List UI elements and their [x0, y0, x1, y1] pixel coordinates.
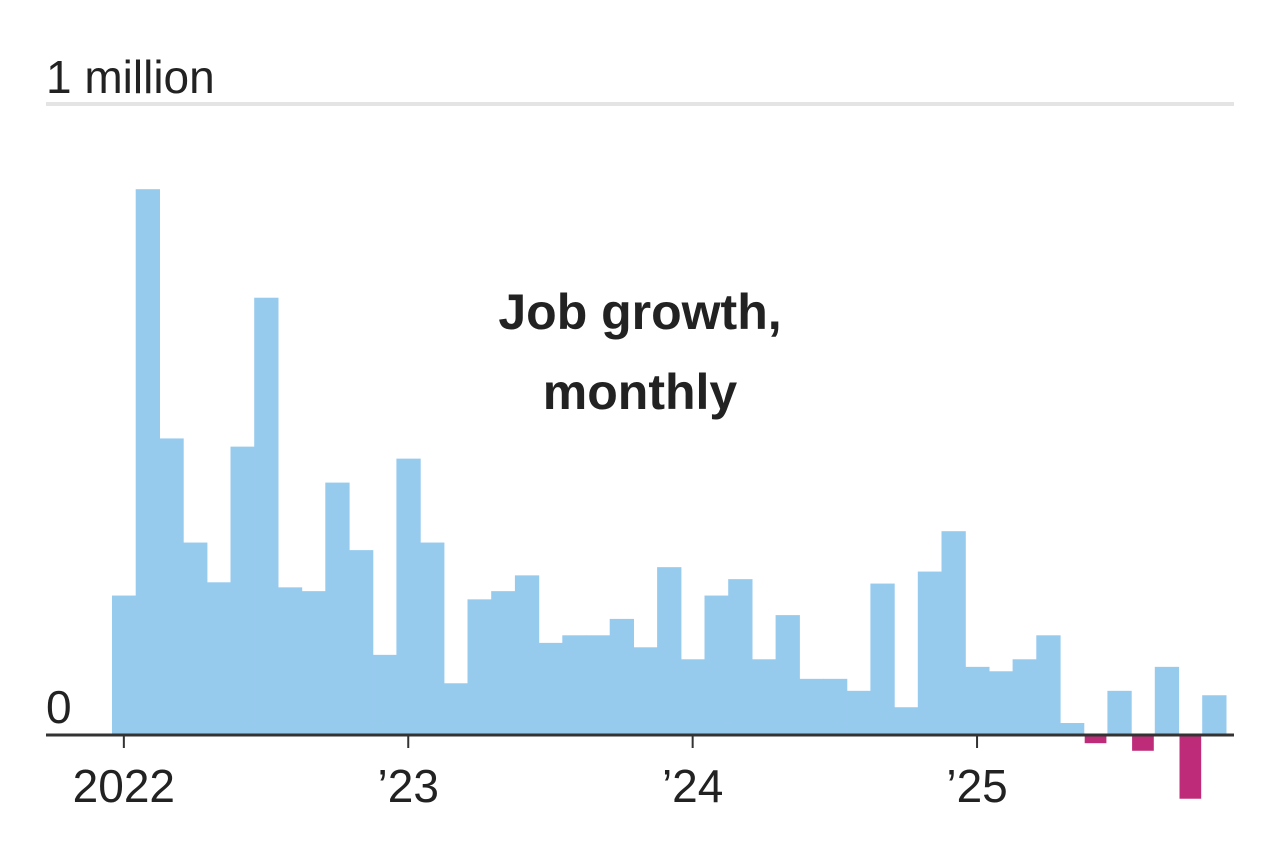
bar-2025-06 [1084, 735, 1107, 744]
bar-2023-05 [491, 591, 516, 735]
bar-2025-01 [965, 666, 990, 735]
bar-2025-02 [988, 671, 1014, 735]
x-tick-label: ’24 [662, 760, 723, 812]
bar-2023-11 [633, 647, 658, 735]
bar-2022-08 [277, 587, 303, 735]
bar-2025-11 [1202, 695, 1227, 735]
bar-2024-07 [823, 678, 848, 735]
bar-2024-10 [894, 707, 919, 735]
bar-2025-07 [1107, 690, 1132, 735]
bar-2022-01 [112, 595, 137, 735]
bar-2022-06 [230, 446, 255, 735]
bar-2023-07 [538, 642, 563, 735]
bar-2023-02 [420, 542, 445, 735]
x-tick-label: ’25 [946, 760, 1007, 812]
bar-2025-05 [1060, 723, 1085, 735]
bar-2023-09 [586, 635, 611, 735]
x-tick-label: ’23 [378, 760, 439, 812]
bar-2023-06 [514, 575, 540, 735]
bars [112, 189, 1227, 799]
bar-2023-04 [467, 599, 492, 735]
bar-2025-10 [1179, 735, 1202, 799]
y-tick-label-0: 0 [46, 681, 72, 733]
bar-2024-12 [941, 531, 966, 735]
bar-2023-08 [562, 635, 587, 735]
bar-2022-09 [301, 591, 326, 735]
bar-2024-11 [917, 571, 943, 735]
bar-2022-05 [206, 582, 232, 735]
bar-2022-12 [372, 654, 397, 735]
bar-2024-02 [704, 595, 729, 735]
bar-2022-11 [349, 550, 374, 735]
bar-2022-04 [183, 542, 208, 735]
chart-title: Job growth, monthly [498, 284, 782, 420]
bar-2024-05 [775, 615, 800, 735]
y-tick-label-1-million: 1 million [46, 51, 215, 103]
bar-2025-09 [1154, 666, 1180, 735]
bar-2023-01 [396, 458, 421, 735]
bar-2024-09 [870, 583, 895, 735]
x-ticks: 2022 ’23 ’24 ’25 [73, 735, 1008, 812]
bar-2022-03 [159, 438, 184, 735]
bar-2024-08 [846, 690, 871, 735]
bar-2022-10 [325, 482, 350, 735]
bar-2022-02 [135, 189, 160, 735]
bar-2025-03 [1012, 659, 1037, 735]
bar-2023-10 [609, 618, 634, 735]
bar-2024-06 [799, 678, 824, 735]
bar-2024-03 [728, 579, 753, 735]
bar-2024-04 [751, 659, 777, 735]
bar-2023-03 [443, 683, 469, 735]
bar-2023-12 [657, 567, 682, 735]
bar-2024-01 [680, 659, 706, 735]
bar-2022-07 [254, 297, 279, 735]
bar-2025-04 [1036, 635, 1061, 735]
x-tick-label: 2022 [73, 760, 175, 812]
bar-2025-08 [1132, 735, 1154, 751]
